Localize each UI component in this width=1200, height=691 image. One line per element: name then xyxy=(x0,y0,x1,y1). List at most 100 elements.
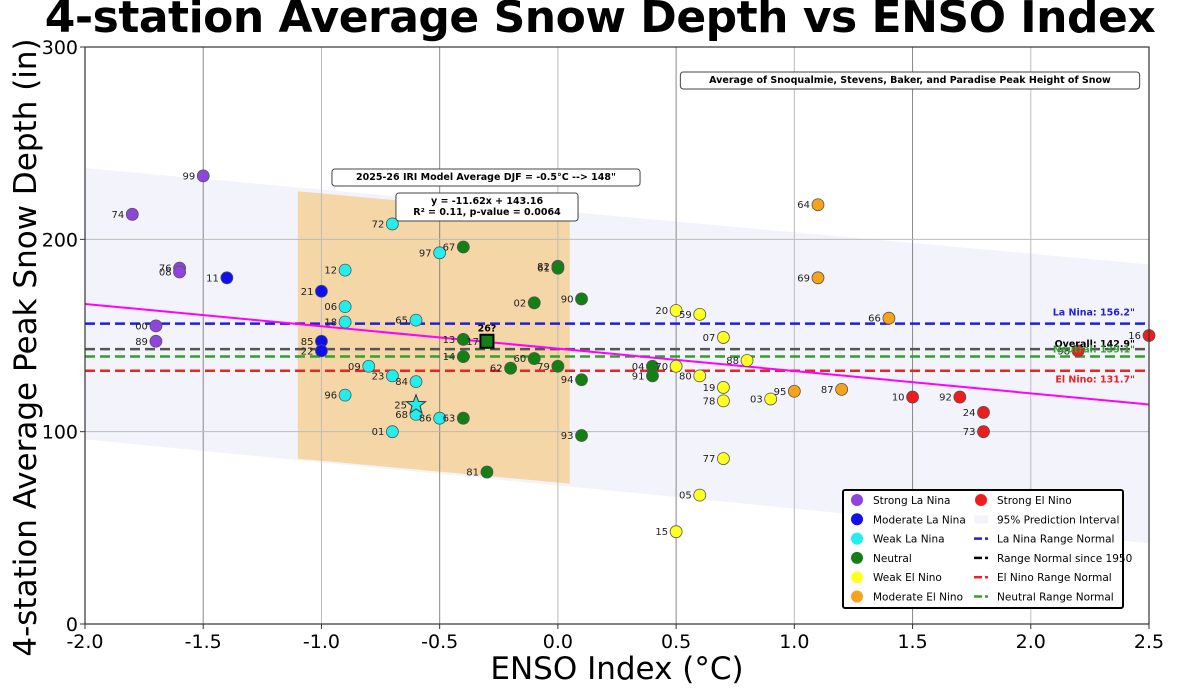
data-point xyxy=(149,319,163,333)
data-point xyxy=(385,217,399,231)
data-point-label: 87 xyxy=(821,385,834,396)
legend-marker-dot xyxy=(851,494,863,506)
data-point-label: 08 xyxy=(159,268,172,279)
chart-title: 4-station Average Snow Depth vs ENSO Ind… xyxy=(44,0,1156,43)
legend-marker-dot xyxy=(851,513,863,526)
legend-marker-patch xyxy=(974,515,988,524)
x-tick-label: 2.0 xyxy=(1016,631,1046,653)
legend: Strong La Nina Strong El Nino Moderate La … xyxy=(842,489,1132,609)
legend-entry: Moderate La Nina xyxy=(851,513,966,526)
data-point-label: 73 xyxy=(963,427,976,438)
data-point xyxy=(315,284,328,298)
data-point-label: 95 xyxy=(774,387,787,398)
legend-label: La Nina Range Normal xyxy=(997,534,1114,546)
data-point xyxy=(409,313,423,327)
data-point-label: 12 xyxy=(324,266,337,277)
x-tick-label: 1.5 xyxy=(897,631,927,653)
legend-marker-dot xyxy=(851,571,863,584)
data-point xyxy=(125,207,139,221)
data-point-label: 67 xyxy=(443,243,456,254)
data-point-label: 93 xyxy=(561,431,574,442)
data-point-label: 01 xyxy=(372,427,385,438)
data-point-label: 76 xyxy=(159,264,172,275)
data-point xyxy=(575,373,588,387)
data-point xyxy=(575,292,588,306)
data-point-label: 64 xyxy=(797,200,810,211)
x-tick-label: 0.0 xyxy=(543,631,573,653)
legend-label: Neutral xyxy=(873,553,912,565)
data-point-label: 03 xyxy=(750,394,763,405)
legend-label: El Nino Range Normal xyxy=(997,572,1112,584)
data-point xyxy=(527,352,541,365)
data-point-label: 02 xyxy=(514,298,527,309)
data-point xyxy=(504,361,518,375)
data-point xyxy=(717,452,730,465)
data-point-label: 69 xyxy=(797,273,810,284)
data-point-label: 15 xyxy=(655,527,668,538)
data-point xyxy=(717,394,730,408)
data-point-label: 79 xyxy=(537,362,550,373)
data-point-label: 16 xyxy=(1128,331,1141,342)
legend-label: Range Normal since 1950 xyxy=(997,553,1132,565)
data-point-label: 91 xyxy=(632,371,645,382)
data-point xyxy=(646,369,659,383)
legend-entry: Weak La Nina xyxy=(851,532,945,546)
data-point xyxy=(764,392,778,406)
data-point xyxy=(338,263,352,277)
data-point-label: 00 xyxy=(135,321,148,332)
y-tick-label: 300 xyxy=(42,37,78,59)
data-point-label: 82 xyxy=(537,262,550,273)
data-point xyxy=(977,425,990,439)
data-point xyxy=(551,359,565,373)
data-point-label: 99 xyxy=(182,171,195,182)
data-point xyxy=(527,296,541,310)
data-point xyxy=(669,525,683,539)
data-point-label: 81 xyxy=(466,468,479,479)
legend-entry: Neutral Range Normal xyxy=(974,592,1114,604)
data-point xyxy=(740,354,754,367)
legend-entry: Range Normal since 1950 xyxy=(974,553,1132,565)
data-point-label: 14 xyxy=(443,352,456,363)
data-point xyxy=(456,411,470,425)
legend-label: Moderate La Nina xyxy=(873,514,966,526)
legend-label: Strong La Nina xyxy=(873,495,950,507)
data-point-label: 88 xyxy=(726,356,739,367)
legend-frame xyxy=(842,489,1124,609)
legend-label: Weak La Nina xyxy=(873,534,945,546)
data-point-label: 90 xyxy=(561,294,574,305)
data-point-label: 23 xyxy=(372,371,385,382)
data-point xyxy=(906,390,919,404)
data-point xyxy=(717,331,730,344)
legend-marker-dot xyxy=(851,590,863,603)
data-point xyxy=(456,350,470,364)
data-point-label: 85 xyxy=(301,337,314,348)
data-point-label: 96 xyxy=(324,391,337,402)
data-point xyxy=(149,334,163,348)
data-point-label: 04 xyxy=(632,362,645,373)
data-point-label: 10 xyxy=(892,393,905,404)
reference-lines-layer xyxy=(84,302,1150,406)
data-point xyxy=(835,382,849,396)
data-point-label: 78 xyxy=(703,396,716,407)
x-tick-label: 1.0 xyxy=(779,631,809,653)
data-point xyxy=(433,411,447,425)
data-point-label: 72 xyxy=(372,219,385,230)
legend-label: Weak El Nino xyxy=(873,572,942,584)
annotations-layer: La Nina: 156.2" Overall: 142.9"Neutral: 1… xyxy=(331,71,1141,386)
legend-entry: El Nino Range Normal xyxy=(974,572,1112,584)
data-point-label: 59 xyxy=(679,310,692,321)
star-point xyxy=(405,393,427,414)
legend-label: Strong El Nino xyxy=(997,495,1072,507)
y-axis-label: 4-station Average Peak Snow Depth (in) xyxy=(8,38,44,656)
regression-box-text: y = -11.62x + 143.16 xyxy=(431,196,544,207)
reference-line-label: Neutral: 139.1" xyxy=(1053,344,1135,355)
subtitle-box-frame xyxy=(679,71,1141,90)
data-point-label: 22 xyxy=(301,346,314,357)
subtitle-box: Average of Snoqualmie, Stevens, Baker, a… xyxy=(679,71,1141,90)
data-point-label: 89 xyxy=(135,337,148,348)
regression-box-frame xyxy=(395,192,579,222)
legend-entry: La Nina Range Normal xyxy=(974,534,1114,546)
data-point xyxy=(669,359,683,373)
data-point-label: 84 xyxy=(395,377,408,388)
